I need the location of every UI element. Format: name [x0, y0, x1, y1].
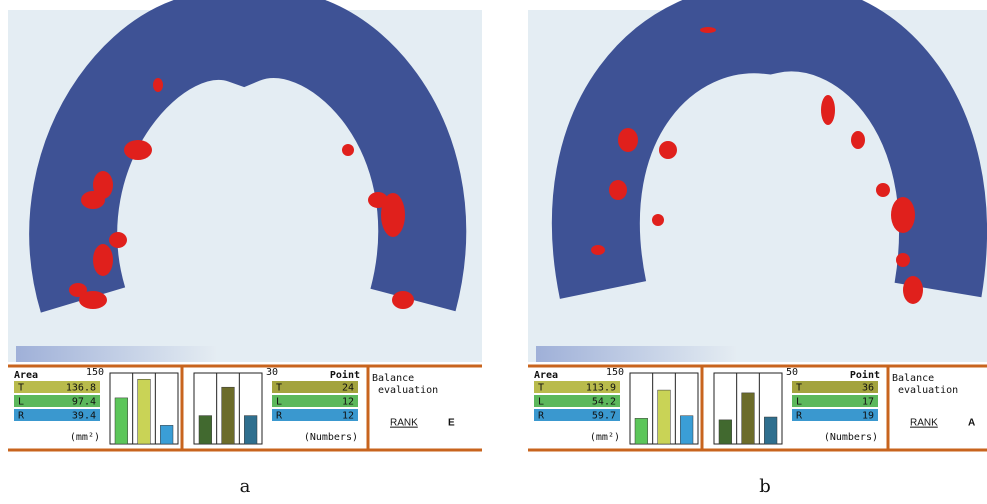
balance-title: Balance	[372, 373, 414, 384]
row-value: 17	[862, 397, 874, 408]
row-value: 39.4	[72, 411, 96, 422]
scale-strip	[16, 346, 216, 362]
panel: Area 150 T 113.9 L 54.2 R 59.7 (mm²) Point 50 T 36 L 1…	[528, 10, 987, 497]
row-key: L	[276, 397, 282, 408]
contact-spot	[392, 291, 414, 309]
contact-spot	[79, 291, 107, 309]
contact-spot	[342, 144, 354, 156]
panel: Area 150 T 136.8 L 97.4 R 39.4 (mm²) Point 30 T 24 L 1…	[8, 10, 482, 497]
contact-spot	[891, 197, 915, 233]
rank-label: RANK	[910, 418, 938, 429]
row-value: 19	[862, 411, 874, 422]
row-value: 113.9	[586, 383, 616, 394]
row-value: 136.8	[66, 383, 96, 394]
row-key: L	[18, 397, 24, 408]
contact-spot	[591, 245, 605, 255]
area-unit: (mm²)	[70, 432, 100, 443]
bar	[742, 393, 755, 444]
bar	[244, 416, 257, 444]
area-max: 150	[86, 367, 104, 378]
row-value: 59.7	[592, 411, 616, 422]
bar	[658, 390, 671, 444]
figure: Area 150 T 136.8 L 97.4 R 39.4 (mm²) Point 30 T 24 L 1…	[0, 0, 987, 504]
caption: a	[240, 476, 251, 497]
point-unit: (Numbers)	[304, 432, 358, 443]
row-key: T	[538, 383, 544, 394]
contact-spot	[652, 214, 664, 226]
bar	[680, 416, 693, 444]
area-unit: (mm²)	[590, 432, 620, 443]
row-key: L	[538, 397, 544, 408]
row-key: R	[276, 411, 283, 422]
contact-spot	[153, 78, 163, 92]
bar	[199, 416, 212, 444]
row-value: 12	[342, 397, 354, 408]
contact-spot	[609, 180, 627, 200]
bar	[160, 425, 173, 444]
row-key: L	[796, 397, 802, 408]
point-label: Point	[850, 369, 880, 381]
contact-spot	[851, 131, 865, 149]
row-value: 24	[342, 383, 354, 394]
bar	[719, 420, 732, 444]
point-unit: (Numbers)	[824, 432, 878, 443]
row-value: 12	[342, 411, 354, 422]
contact-spot	[896, 253, 910, 267]
contact-spot	[381, 193, 405, 237]
contact-spot	[124, 140, 152, 160]
row-value: 97.4	[72, 397, 96, 408]
point-max: 50	[786, 367, 798, 378]
contact-spot	[700, 27, 716, 33]
scale-strip	[536, 346, 736, 362]
contact-spot	[876, 183, 890, 197]
row-key: R	[18, 411, 25, 422]
row-value: 36	[862, 383, 874, 394]
contact-spot	[109, 232, 127, 248]
row-key: T	[276, 383, 282, 394]
contact-spot	[81, 191, 105, 209]
row-key: R	[538, 411, 545, 422]
row-key: T	[796, 383, 802, 394]
point-max: 30	[266, 367, 278, 378]
rank-grade: A	[968, 418, 975, 429]
contact-spot	[618, 128, 638, 152]
caption: b	[759, 476, 771, 497]
bar	[635, 418, 648, 444]
bar	[764, 417, 777, 444]
area-label: Area	[534, 370, 558, 381]
row-key: T	[18, 383, 24, 394]
rank-label: RANK	[390, 418, 418, 429]
area-label: Area	[14, 370, 38, 381]
bar	[222, 387, 235, 444]
bar	[138, 379, 151, 444]
bar	[115, 398, 128, 444]
area-max: 150	[606, 367, 624, 378]
contact-spot	[821, 95, 835, 125]
contact-spot	[93, 244, 113, 276]
rank-grade: E	[448, 418, 455, 429]
row-value: 54.2	[592, 397, 616, 408]
point-label: Point	[330, 369, 360, 381]
contact-spot	[659, 141, 677, 159]
balance-title: evaluation	[898, 385, 958, 396]
balance-title: evaluation	[378, 385, 438, 396]
row-key: R	[796, 411, 803, 422]
contact-spot	[903, 276, 923, 304]
balance-title: Balance	[892, 373, 934, 384]
